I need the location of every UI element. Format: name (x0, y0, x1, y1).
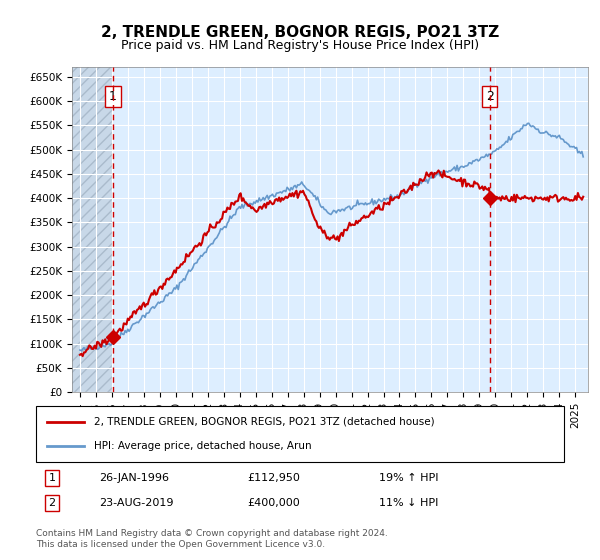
Text: £400,000: £400,000 (247, 498, 300, 508)
Text: 1: 1 (49, 473, 55, 483)
Text: 2: 2 (48, 498, 55, 508)
Text: Price paid vs. HM Land Registry's House Price Index (HPI): Price paid vs. HM Land Registry's House … (121, 39, 479, 52)
Text: 1: 1 (109, 90, 117, 103)
Text: 26-JAN-1996: 26-JAN-1996 (100, 473, 169, 483)
Text: 19% ↑ HPI: 19% ↑ HPI (379, 473, 439, 483)
Text: 2, TRENDLE GREEN, BOGNOR REGIS, PO21 3TZ (detached house): 2, TRENDLE GREEN, BOGNOR REGIS, PO21 3TZ… (94, 417, 435, 427)
Text: 23-AUG-2019: 23-AUG-2019 (100, 498, 174, 508)
Bar (72, 67, 113, 392)
Text: £112,950: £112,950 (247, 473, 300, 483)
Text: 2, TRENDLE GREEN, BOGNOR REGIS, PO21 3TZ: 2, TRENDLE GREEN, BOGNOR REGIS, PO21 3TZ (101, 25, 499, 40)
Text: HPI: Average price, detached house, Arun: HPI: Average price, detached house, Arun (94, 441, 312, 451)
Text: 2: 2 (485, 90, 494, 103)
Text: Contains HM Land Registry data © Crown copyright and database right 2024.
This d: Contains HM Land Registry data © Crown c… (36, 529, 388, 549)
Text: 11% ↓ HPI: 11% ↓ HPI (379, 498, 439, 508)
FancyBboxPatch shape (36, 406, 564, 462)
